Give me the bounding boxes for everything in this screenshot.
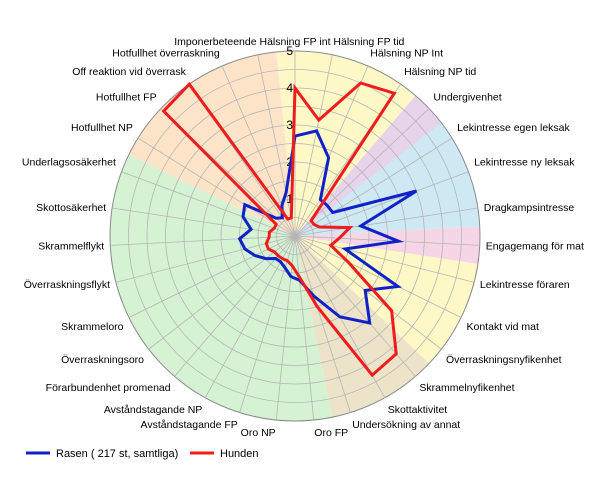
- category-label: Skottaktivitet: [388, 404, 448, 416]
- category-label: Engagemang för mat: [486, 241, 584, 253]
- grid-spoke: [121, 171, 296, 237]
- tick-label: 3: [286, 118, 293, 132]
- category-label: Hälsning NP tid: [404, 66, 476, 78]
- category-label: Undersökning av annat: [352, 419, 460, 431]
- grid-spoke: [294, 235, 475, 283]
- series-line-0: [237, 129, 418, 325]
- sector-5: [295, 236, 430, 418]
- grid-spoke: [148, 235, 296, 350]
- grid-spoke: [294, 235, 351, 413]
- category-label: Hälsning FP tid: [333, 36, 404, 48]
- legend-item: Rasen ( 217 st, samtliga): [26, 448, 178, 460]
- category-label: Undergivenhet: [433, 91, 501, 103]
- data-series: [161, 81, 418, 378]
- category-label: Avståndstagande NP: [104, 404, 202, 416]
- category-label: Skrammelnyfikenhet: [419, 382, 514, 394]
- grid-spoke: [294, 54, 333, 237]
- category-label: Förarbundenhet promenad: [46, 382, 171, 394]
- category-label: Oro NP: [241, 427, 276, 439]
- grid-spoke: [137, 137, 296, 237]
- category-label: Hotfullhet NP: [71, 122, 133, 134]
- sector-6: [110, 154, 333, 421]
- category-label: Kontakt vid mat: [467, 321, 539, 333]
- legend-label: Rasen ( 217 st, samtliga): [56, 448, 178, 460]
- category-label: Underlagsosäkerhet: [22, 157, 116, 169]
- grid-spoke: [294, 235, 442, 350]
- category-label: Överraskningsoro: [61, 354, 144, 366]
- grid-spoke: [294, 235, 462, 318]
- category-label: Oro FP: [314, 427, 348, 439]
- grid-spoke: [294, 207, 478, 237]
- tick-label: 4: [286, 81, 293, 95]
- category-label: Hotfullhet överraskning: [112, 48, 220, 60]
- legend-item: Hunden: [190, 448, 259, 460]
- category-label: Lekintresse egen leksak: [457, 122, 570, 134]
- category-label: Imponerbeteende: [174, 36, 256, 48]
- grid-spoke: [239, 235, 296, 413]
- grid-spoke: [112, 207, 296, 237]
- sector-1: [295, 95, 462, 236]
- grid-spoke: [294, 235, 480, 246]
- category-label: Lekintresse ny leksak: [474, 157, 575, 169]
- category-label: Off reaktion vid överrask: [72, 66, 186, 78]
- category-label: Överraskningsflykt: [24, 279, 110, 291]
- category-label: Lekintresse föraren: [480, 279, 570, 291]
- category-label: Avståndstagande FP: [141, 419, 238, 431]
- grid-spoke: [257, 54, 296, 237]
- category-label: Dragkampsintresse: [484, 202, 575, 214]
- category-label: Hotfullhet FP: [96, 91, 157, 103]
- grid-spoke: [294, 108, 430, 237]
- grid-spoke: [294, 65, 369, 237]
- legend: Rasen ( 217 st, samtliga) Hunden: [26, 448, 259, 460]
- grid-spoke: [294, 235, 315, 421]
- category-label: Överraskningsnyfikenhet: [446, 354, 562, 366]
- category-label: Skottosäkerhet: [36, 202, 106, 214]
- category-label: Skrammeloro: [61, 321, 124, 333]
- sector-0: [276, 51, 416, 237]
- grid-spoke: [110, 235, 296, 246]
- legend-label: Hunden: [220, 448, 259, 460]
- tick-label: 5: [286, 44, 293, 58]
- series-line-1: [161, 81, 398, 378]
- grid-spoke: [294, 137, 453, 237]
- sector-7: [128, 51, 295, 237]
- category-label: Hälsning NP Int: [370, 48, 443, 60]
- grid-spoke: [294, 171, 469, 237]
- category-label: Hälsning FP int: [259, 36, 330, 48]
- sector-2: [295, 122, 480, 236]
- tick-label: 1: [286, 192, 293, 206]
- category-label: Skrammelflykt: [38, 241, 104, 253]
